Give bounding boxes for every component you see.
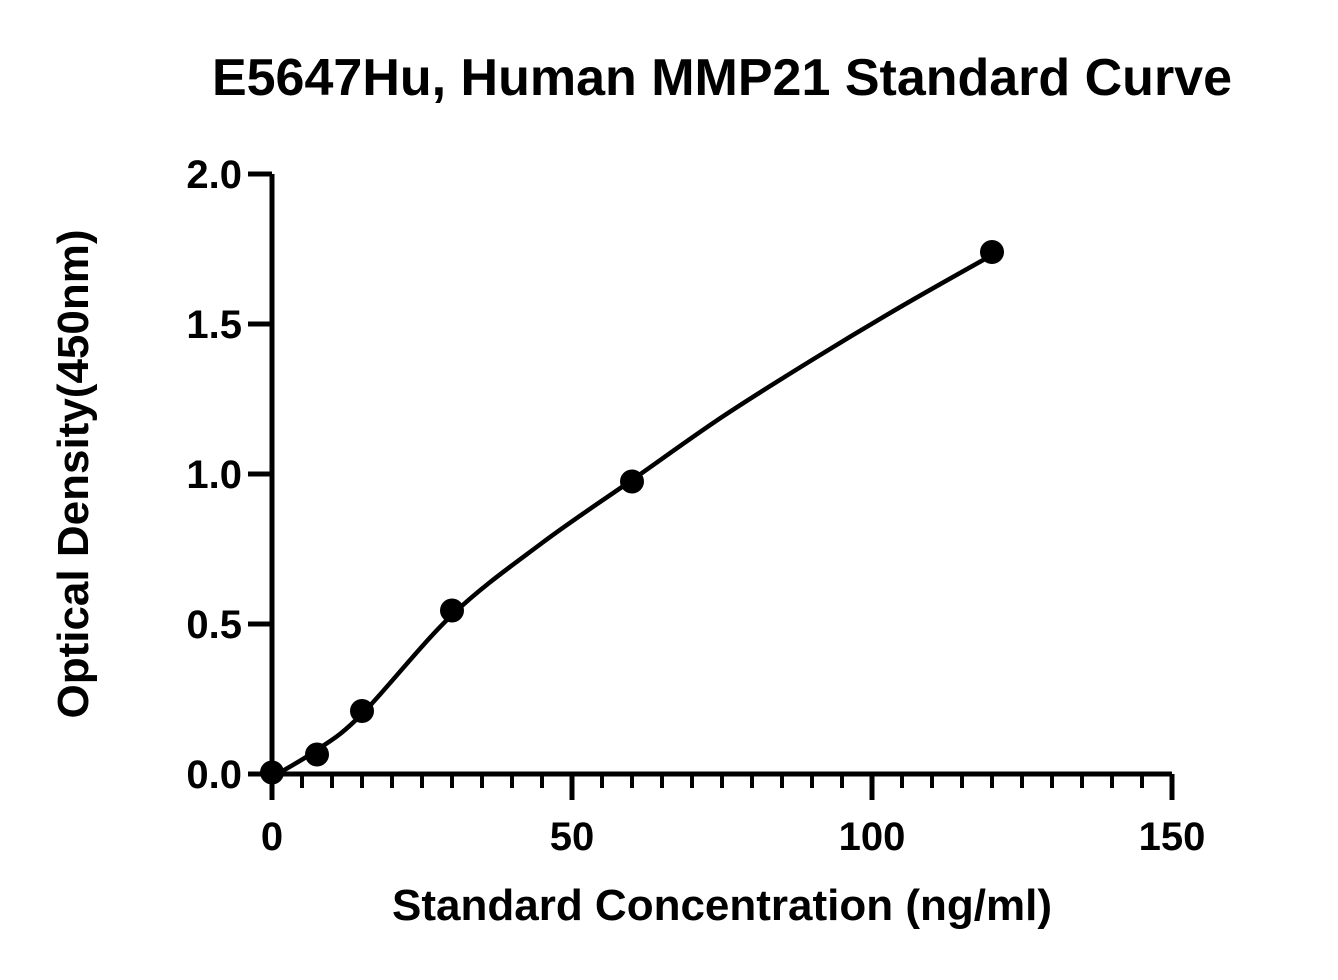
y-tick-label: 1.5 xyxy=(186,303,242,347)
x-axis-label: Standard Concentration (ng/ml) xyxy=(392,881,1052,930)
y-axis-ticks: 0.0 0.5 1.0 1.5 2.0 xyxy=(186,153,272,797)
fit-curve-line xyxy=(270,253,994,779)
x-tick-label: 50 xyxy=(550,815,595,859)
y-axis-label: Optical Density(450nm) xyxy=(49,229,98,718)
data-point xyxy=(305,742,329,767)
data-point xyxy=(980,240,1004,264)
x-tick-label: 150 xyxy=(1139,815,1206,859)
y-tick-label: 2.0 xyxy=(186,153,242,197)
x-tick-label: 0 xyxy=(261,815,283,859)
data-points-layer xyxy=(260,240,1004,785)
x-tick-label: 100 xyxy=(839,815,906,859)
fit-curve-layer xyxy=(270,253,994,779)
data-point xyxy=(620,469,644,494)
x-axis-ticks: 0 50 100 150 xyxy=(261,774,1206,859)
y-tick-label: 0.5 xyxy=(186,603,242,647)
chart-title: E5647Hu, Human MMP21 Standard Curve xyxy=(212,49,1232,107)
data-point xyxy=(350,699,374,723)
data-point xyxy=(260,760,284,785)
y-tick-label: 0.0 xyxy=(186,753,242,797)
y-tick-label: 1.0 xyxy=(186,453,242,497)
data-point xyxy=(440,598,464,623)
